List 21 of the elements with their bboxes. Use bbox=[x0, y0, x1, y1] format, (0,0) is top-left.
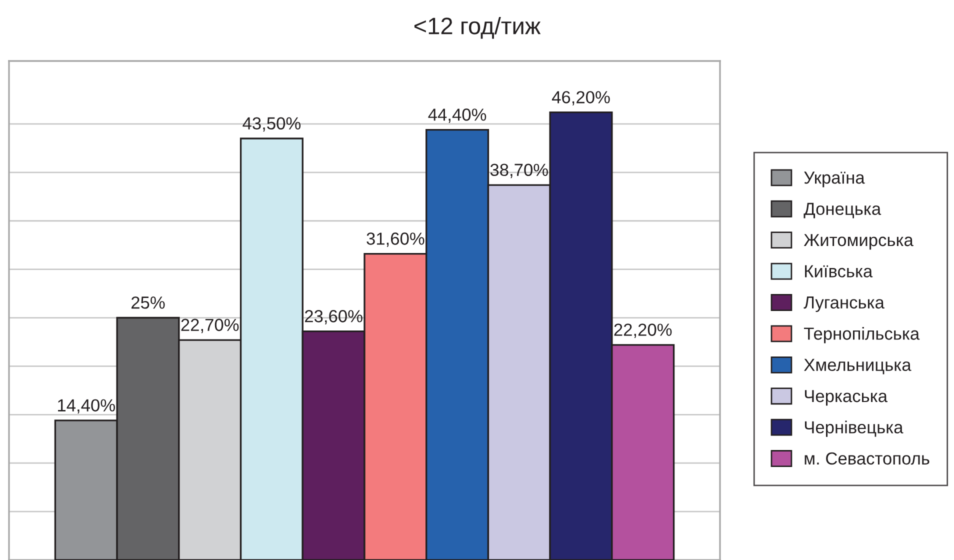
data-label: 14,40% bbox=[58, 399, 115, 414]
legend-label: Тернопільська bbox=[804, 327, 920, 344]
data-label: 22,20% bbox=[614, 324, 672, 338]
legend-label: Донецька bbox=[804, 202, 882, 218]
legend-label: Чернівецька bbox=[804, 420, 904, 437]
data-label: 44,40% bbox=[428, 108, 486, 123]
legend-label: Київська bbox=[805, 265, 873, 278]
data-label: 46,20% bbox=[552, 91, 610, 106]
legend-label: м. Севастополь bbox=[804, 452, 930, 465]
legend-label: Україна bbox=[804, 172, 865, 188]
legend-label: Черкаська bbox=[804, 390, 888, 406]
legend-label: Луганська bbox=[804, 296, 884, 312]
legend-label: Житомирська bbox=[804, 234, 914, 250]
data-label: 43,50% bbox=[242, 117, 301, 132]
chart-title: <12 год/тиж bbox=[414, 16, 541, 39]
data-label: 22,70% bbox=[181, 318, 239, 334]
data-label: 23,60% bbox=[305, 310, 362, 324]
data-label: 38,70% bbox=[490, 164, 548, 178]
data-label: 25% bbox=[132, 296, 165, 309]
legend-label: Хмельницька bbox=[804, 358, 912, 374]
data-label: 31,60% bbox=[366, 232, 424, 247]
